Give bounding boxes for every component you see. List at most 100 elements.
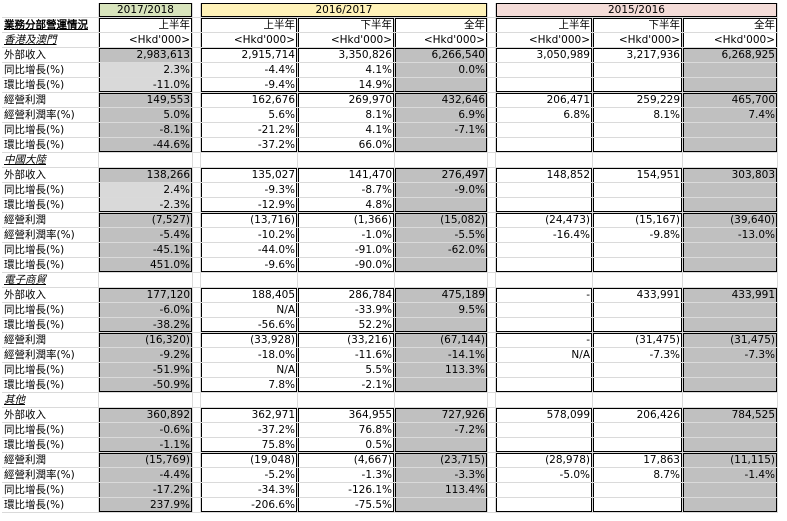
value-cell: -44.6%	[99, 138, 193, 153]
gap-cell	[193, 63, 201, 78]
value-cell: -11.0%	[99, 78, 193, 93]
value-cell: -9.3%	[201, 183, 298, 198]
value-cell	[496, 63, 593, 78]
gap-cell	[488, 393, 496, 408]
value-cell	[683, 438, 778, 453]
value-cell: 475,189	[395, 288, 488, 303]
table-row: 同比增長(%) -6.0% N/A -33.9% 9.5%	[2, 303, 778, 318]
value-cell: -33.9%	[298, 303, 395, 318]
value-cell	[496, 363, 593, 378]
table-row: 電子商貿	[2, 273, 778, 288]
column-header: 上半年	[496, 18, 593, 33]
gap-cell	[193, 288, 201, 303]
table-row: 經營利潤 (15,769) (19,048) (4,667) (23,715) (28,9…	[2, 453, 778, 468]
value-cell: 17,863	[593, 453, 683, 468]
value-cell: -21.2%	[201, 123, 298, 138]
value-cell: 52.2%	[298, 318, 395, 333]
unit-label: <Hkd'000>	[683, 33, 778, 48]
gap-cell	[193, 453, 201, 468]
unit-label: <Hkd'000>	[201, 33, 298, 48]
value-cell: -17.2%	[99, 483, 193, 498]
value-cell: -12.9%	[201, 198, 298, 213]
table-row: 外部收入 2,983,613 2,915,714 3,350,826 6,266,540…	[2, 48, 778, 63]
value-cell: 138,266	[99, 168, 193, 183]
table-row: 同比增長(%) -17.2% -34.3% -126.1% 113.4%	[2, 483, 778, 498]
value-cell: -51.9%	[99, 363, 193, 378]
value-cell	[395, 498, 488, 513]
row-label: 環比增長(%)	[2, 138, 99, 153]
value-cell	[593, 498, 683, 513]
value-cell: -34.3%	[201, 483, 298, 498]
value-cell: 3,217,936	[593, 48, 683, 63]
value-cell: -14.1%	[395, 348, 488, 363]
row-label: 同比增長(%)	[2, 363, 99, 378]
gap-cell	[488, 318, 496, 333]
value-cell	[496, 198, 593, 213]
value-cell	[593, 363, 683, 378]
gap-cell	[488, 363, 496, 378]
value-cell	[593, 378, 683, 393]
unit-label: <Hkd'000>	[298, 33, 395, 48]
empty-cell	[201, 153, 298, 168]
value-cell: -126.1%	[298, 483, 395, 498]
value-cell	[496, 138, 593, 153]
table-title: 業務分部營運情況	[2, 18, 99, 33]
value-cell: 188,405	[201, 288, 298, 303]
value-cell	[496, 378, 593, 393]
table-row: 環比增長(%) 451.0% -9.6% -90.0%	[2, 258, 778, 273]
value-cell: 177,120	[99, 288, 193, 303]
value-cell	[496, 78, 593, 93]
gap-cell	[193, 333, 201, 348]
table-row: 外部收入 177,120 188,405 286,784 475,189-433,991…	[2, 288, 778, 303]
gap-cell	[193, 348, 201, 363]
empty-cell	[496, 153, 593, 168]
gap-cell	[488, 153, 496, 168]
value-cell: (39,640)	[683, 213, 778, 228]
value-cell: (33,928)	[201, 333, 298, 348]
value-cell: -9.8%	[593, 228, 683, 243]
gap-cell	[488, 453, 496, 468]
row-label: 經營利潤率(%)	[2, 468, 99, 483]
gap-cell	[488, 3, 496, 18]
value-cell: (1,366)	[298, 213, 395, 228]
value-cell	[395, 378, 488, 393]
table-row: 同比增長(%) -8.1% -21.2% 4.1% -7.1%	[2, 123, 778, 138]
value-cell: 135,027	[201, 168, 298, 183]
table-row: 香港及澳門 <Hkd'000> <Hkd'000> <Hkd'000> <Hkd'000…	[2, 33, 778, 48]
value-cell: -9.4%	[201, 78, 298, 93]
value-cell: -	[496, 288, 593, 303]
empty-cell	[298, 393, 395, 408]
value-cell: 66.0%	[298, 138, 395, 153]
gap-cell	[193, 78, 201, 93]
value-cell: -9.6%	[201, 258, 298, 273]
value-cell: -44.0%	[201, 243, 298, 258]
empty-cell	[99, 273, 193, 288]
row-label: 同比增長(%)	[2, 63, 99, 78]
value-cell: -18.0%	[201, 348, 298, 363]
value-cell	[683, 258, 778, 273]
value-cell: -6.0%	[99, 303, 193, 318]
gap-cell	[488, 348, 496, 363]
gap-cell	[193, 108, 201, 123]
gap-cell	[193, 423, 201, 438]
gap-cell	[488, 423, 496, 438]
value-cell: 6,268,925	[683, 48, 778, 63]
value-cell: -37.2%	[201, 138, 298, 153]
value-cell: -38.2%	[99, 318, 193, 333]
gap-cell	[193, 393, 201, 408]
value-cell: 8.1%	[593, 108, 683, 123]
value-cell	[496, 318, 593, 333]
value-cell: 303,803	[683, 168, 778, 183]
gap-cell	[193, 243, 201, 258]
gap-cell	[193, 198, 201, 213]
value-cell: -37.2%	[201, 423, 298, 438]
unit-label: <Hkd'000>	[593, 33, 683, 48]
gap-cell	[488, 303, 496, 318]
gap-cell	[193, 498, 201, 513]
row-label: 同比增長(%)	[2, 303, 99, 318]
gap-cell	[488, 408, 496, 423]
gap-cell	[488, 243, 496, 258]
value-cell: (31,475)	[593, 333, 683, 348]
row-label: 同比增長(%)	[2, 123, 99, 138]
value-cell	[593, 258, 683, 273]
